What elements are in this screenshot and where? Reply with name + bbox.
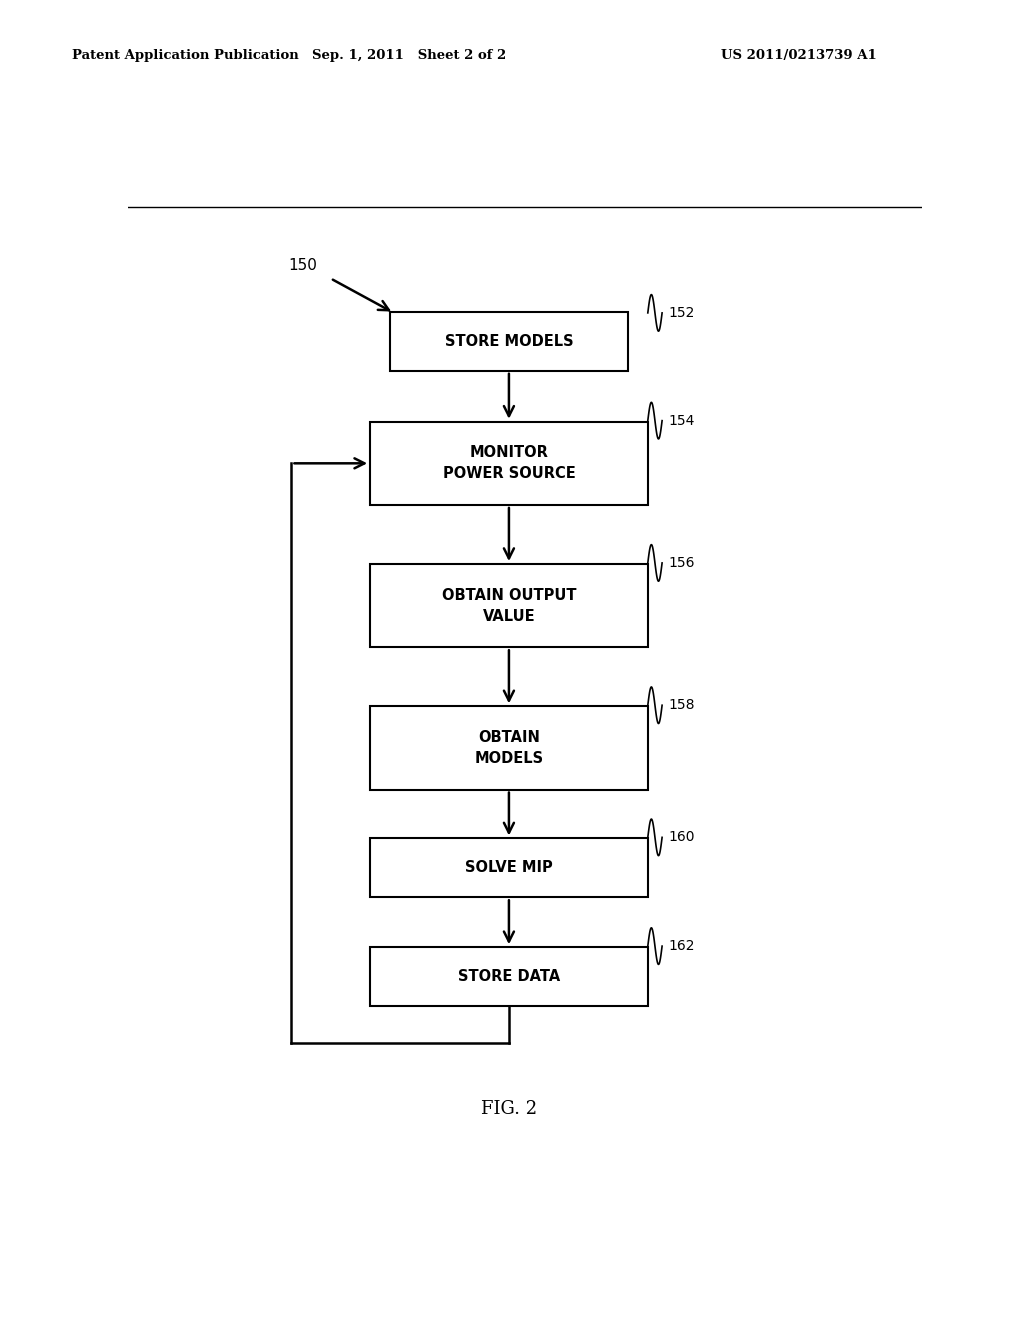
Text: OBTAIN OUTPUT
VALUE: OBTAIN OUTPUT VALUE	[441, 587, 577, 623]
Text: STORE MODELS: STORE MODELS	[444, 334, 573, 348]
Text: Patent Application Publication: Patent Application Publication	[72, 49, 298, 62]
Text: SOLVE MIP: SOLVE MIP	[465, 861, 553, 875]
Bar	[370, 948, 648, 1006]
Text: MONITOR
POWER SOURCE: MONITOR POWER SOURCE	[442, 445, 575, 482]
Text: 162: 162	[669, 939, 695, 953]
Text: Sep. 1, 2011   Sheet 2 of 2: Sep. 1, 2011 Sheet 2 of 2	[312, 49, 507, 62]
Text: 150: 150	[288, 257, 317, 273]
Bar	[390, 312, 628, 371]
Text: 158: 158	[669, 698, 695, 713]
Text: 152: 152	[669, 306, 695, 319]
Text: US 2011/0213739 A1: US 2011/0213739 A1	[721, 49, 877, 62]
Text: STORE DATA: STORE DATA	[458, 969, 560, 985]
Text: OBTAIN
MODELS: OBTAIN MODELS	[474, 730, 544, 766]
Text: FIG. 2: FIG. 2	[481, 1100, 537, 1118]
Text: 154: 154	[669, 413, 695, 428]
Bar	[370, 838, 648, 898]
Bar	[370, 564, 648, 647]
Text: 156: 156	[669, 556, 695, 570]
Text: 160: 160	[669, 830, 695, 845]
Bar	[370, 421, 648, 506]
Bar	[370, 706, 648, 789]
